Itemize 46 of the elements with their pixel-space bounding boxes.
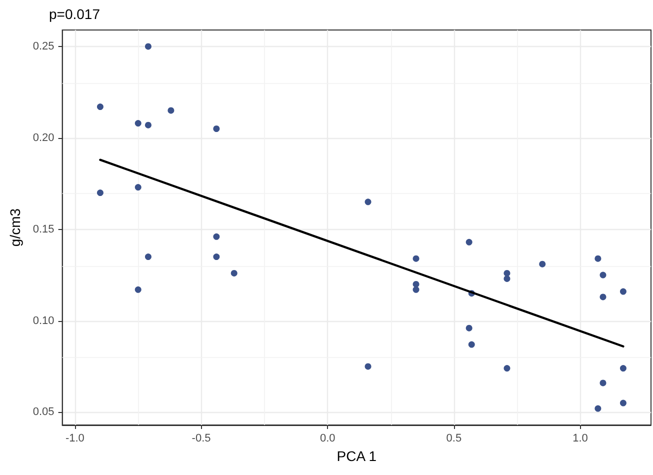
- x-tick-label: 0.5: [446, 432, 462, 444]
- point: [144, 122, 152, 128]
- point: [594, 255, 602, 262]
- y-tick-label: 0.15: [32, 223, 54, 236]
- point: [230, 270, 238, 276]
- chart-title: p=0.017: [49, 6, 100, 22]
- point: [466, 238, 472, 246]
- point: [620, 365, 626, 372]
- point: [213, 233, 220, 240]
- y-tick-label: 0.10: [32, 314, 54, 327]
- y-tick-label: 0.05: [32, 406, 54, 418]
- x-axis-title: PCA 1: [336, 448, 377, 464]
- point: [134, 184, 142, 191]
- point: [412, 286, 420, 293]
- point: [600, 294, 606, 300]
- point: [468, 341, 475, 348]
- point: [504, 275, 510, 282]
- x-tick-label: 0.0: [320, 432, 336, 444]
- x-tick-label: -1.0: [65, 432, 84, 444]
- point: [620, 400, 626, 406]
- point: [134, 286, 142, 293]
- point: [168, 107, 174, 114]
- point: [412, 255, 420, 262]
- point: [600, 380, 606, 386]
- point: [96, 190, 104, 196]
- point: [504, 270, 510, 276]
- point: [594, 405, 602, 412]
- point: [364, 198, 372, 206]
- point: [96, 104, 104, 110]
- point: [600, 272, 606, 278]
- point: [466, 324, 472, 332]
- point: [144, 254, 152, 260]
- y-tick-label: 0.20: [32, 132, 54, 144]
- y-axis-title: g/cm3: [7, 208, 23, 247]
- point: [620, 288, 626, 295]
- point: [412, 280, 420, 288]
- x-tick-label: -0.5: [192, 432, 211, 444]
- point: [213, 126, 220, 132]
- point: [364, 363, 372, 370]
- point: [213, 254, 220, 260]
- point: [504, 365, 510, 372]
- point: [539, 260, 546, 268]
- x-tick-label: 1.0: [572, 432, 588, 444]
- point: [134, 120, 142, 127]
- y-tick-label: 0.25: [32, 40, 54, 52]
- point: [144, 43, 152, 50]
